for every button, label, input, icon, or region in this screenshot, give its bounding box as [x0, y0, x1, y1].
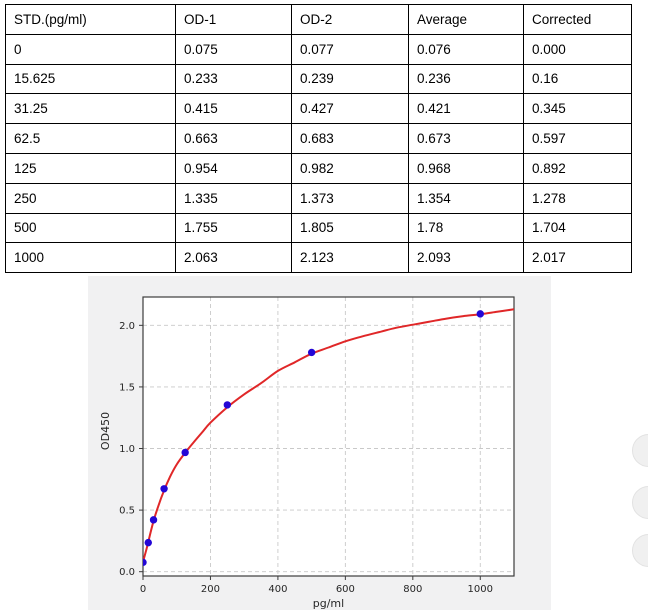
table-row: 0 0.075 0.077 0.076 0.000 [5, 33, 632, 65]
header-cell: Corrected [523, 4, 632, 35]
table-cell: 0 [5, 33, 176, 65]
table-cell: 0.16 [523, 63, 632, 95]
table-cell: 0.077 [291, 33, 409, 65]
y-axis-tick-label: 2.0 [119, 321, 135, 332]
table-cell: 1000 [5, 242, 176, 274]
table-cell: 2.093 [408, 242, 524, 274]
table-row: 250 1.335 1.373 1.354 1.278 [5, 182, 632, 214]
table-cell: 1.704 [523, 212, 632, 244]
header-cell: OD-1 [175, 4, 292, 35]
table-cell: 0.239 [291, 63, 409, 95]
table-cell: 0.076 [408, 33, 524, 65]
table-cell: 250 [5, 182, 176, 214]
table-row: 125 0.954 0.982 0.968 0.892 [5, 152, 632, 184]
table-cell: 0.421 [408, 93, 524, 125]
x-axis-label: pg/ml [313, 597, 344, 610]
table-header-row: STD.(pg/ml) OD-1 OD-2 Average Corrected [5, 4, 632, 35]
table-cell: 1.335 [175, 182, 292, 214]
y-axis-label: OD450 [99, 412, 112, 450]
floating-button-1[interactable] [632, 434, 648, 467]
table-cell: 1.278 [523, 182, 632, 214]
table-cell: 0.236 [408, 63, 524, 95]
x-axis-tick-label: 800 [403, 584, 422, 595]
y-axis-tick-label: 0.5 [119, 506, 135, 517]
data-point [476, 310, 484, 318]
table-cell: 1.373 [291, 182, 409, 214]
table-cell: 1.805 [291, 212, 409, 244]
table-cell: 1.354 [408, 182, 524, 214]
table-cell: 62.5 [5, 123, 176, 154]
table-cell: 2.063 [175, 242, 292, 274]
table-cell: 0.683 [291, 123, 409, 154]
header-cell: OD-2 [291, 4, 409, 35]
table-cell: 0.233 [175, 63, 292, 95]
table-row: 62.5 0.663 0.683 0.673 0.597 [5, 123, 632, 154]
table-row: 1000 2.063 2.123 2.093 2.017 [5, 242, 632, 274]
table-cell: 1.755 [175, 212, 292, 244]
data-point [144, 538, 152, 547]
x-axis-tick-label: 400 [268, 584, 287, 595]
table-cell: 1.78 [408, 212, 524, 244]
data-point [181, 448, 189, 457]
table-cell: 125 [5, 152, 176, 184]
floating-button-2[interactable] [632, 486, 648, 519]
table-row: 500 1.755 1.805 1.78 1.704 [5, 212, 632, 244]
y-axis-tick-label: 1.0 [119, 444, 135, 455]
x-axis-tick-label: 200 [201, 584, 220, 595]
table-row: 15.625 0.233 0.239 0.236 0.16 [5, 63, 632, 95]
table-cell: 0.415 [175, 93, 292, 125]
x-axis-tick-label: 0 [140, 584, 146, 595]
x-axis-tick-label: 600 [336, 584, 355, 595]
table-cell: 15.625 [5, 63, 176, 95]
table-cell: 0.673 [408, 123, 524, 154]
header-cell: Average [408, 4, 524, 35]
header-cell: STD.(pg/ml) [5, 4, 176, 35]
y-axis-tick-label: 0.0 [119, 567, 135, 578]
table-cell: 2.123 [291, 242, 409, 274]
table-cell: 0.663 [175, 123, 292, 154]
table-cell: 0.075 [175, 33, 292, 65]
plot-area [143, 297, 514, 576]
chart-svg: 0 200 400 600 800 1000 0.0 0.5 1.0 1.5 2.0 pg/ml OD4… [88, 276, 551, 610]
standards-table: STD.(pg/ml) OD-1 OD-2 Average Corrected 0 0.07… [5, 4, 632, 274]
table-cell: 500 [5, 212, 176, 244]
data-point [223, 401, 232, 409]
table-cell: 0.968 [408, 152, 524, 184]
y-axis-tick-label: 1.5 [119, 382, 135, 393]
table-row: 31.25 0.415 0.427 0.421 0.345 [5, 93, 632, 125]
table-cell: 0.892 [523, 152, 632, 184]
floating-button-3[interactable] [632, 534, 648, 567]
data-point [149, 516, 158, 524]
data-point [143, 558, 147, 567]
table-cell: 2.017 [523, 242, 632, 274]
table-cell: 0.982 [291, 152, 409, 184]
table-cell: 0.000 [523, 33, 632, 65]
table-cell: 0.345 [523, 93, 632, 125]
data-point [307, 348, 316, 357]
data-point [160, 485, 168, 493]
table-cell: 0.597 [523, 123, 632, 154]
x-axis-tick-label: 1000 [468, 584, 493, 595]
table-cell: 31.25 [5, 93, 176, 125]
table-cell: 0.427 [291, 93, 409, 125]
plot-border [142, 296, 515, 577]
table-cell: 0.954 [175, 152, 292, 184]
standard-curve-chart: 0 200 400 600 800 1000 0.0 0.5 1.0 1.5 2.0 pg/ml OD4… [88, 276, 551, 610]
